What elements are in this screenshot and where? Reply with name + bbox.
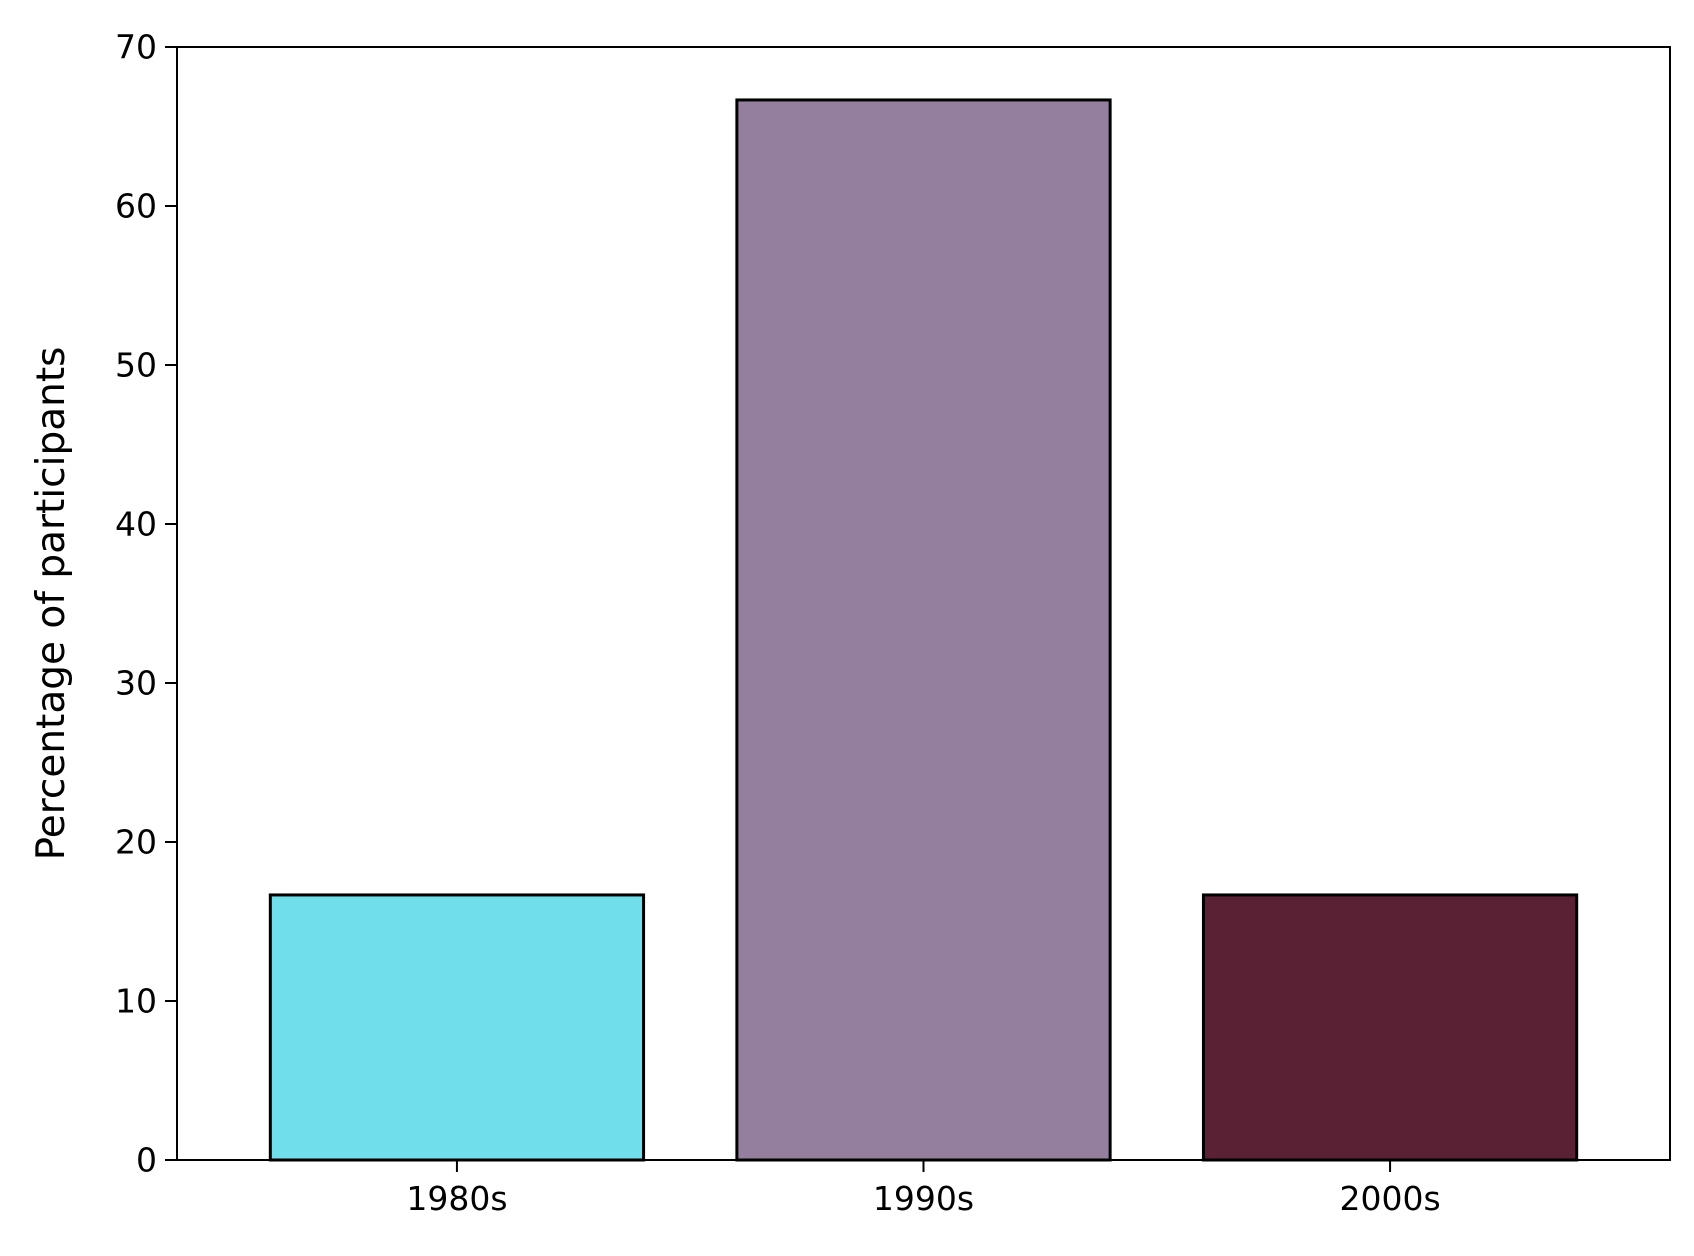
y-tick-label: 40	[115, 505, 157, 544]
x-tick-label-1990s: 1990s	[873, 1179, 974, 1218]
y-tick-label: 60	[115, 187, 157, 226]
y-tick-label: 20	[115, 823, 157, 862]
y-tick-label: 0	[136, 1141, 157, 1180]
y-tick-label: 50	[115, 346, 157, 385]
y-tick-label: 10	[115, 982, 157, 1021]
x-tick-label-2000s: 2000s	[1339, 1179, 1440, 1218]
y-tick-label: 70	[115, 28, 157, 67]
y-tick-label: 30	[115, 664, 157, 703]
y-axis-label: Percentage of participants	[29, 347, 74, 861]
x-tick-label-1980s: 1980s	[406, 1179, 507, 1218]
bar-2000s	[1203, 895, 1576, 1160]
bar-1980s	[270, 895, 643, 1160]
bar-1990s	[737, 100, 1110, 1160]
